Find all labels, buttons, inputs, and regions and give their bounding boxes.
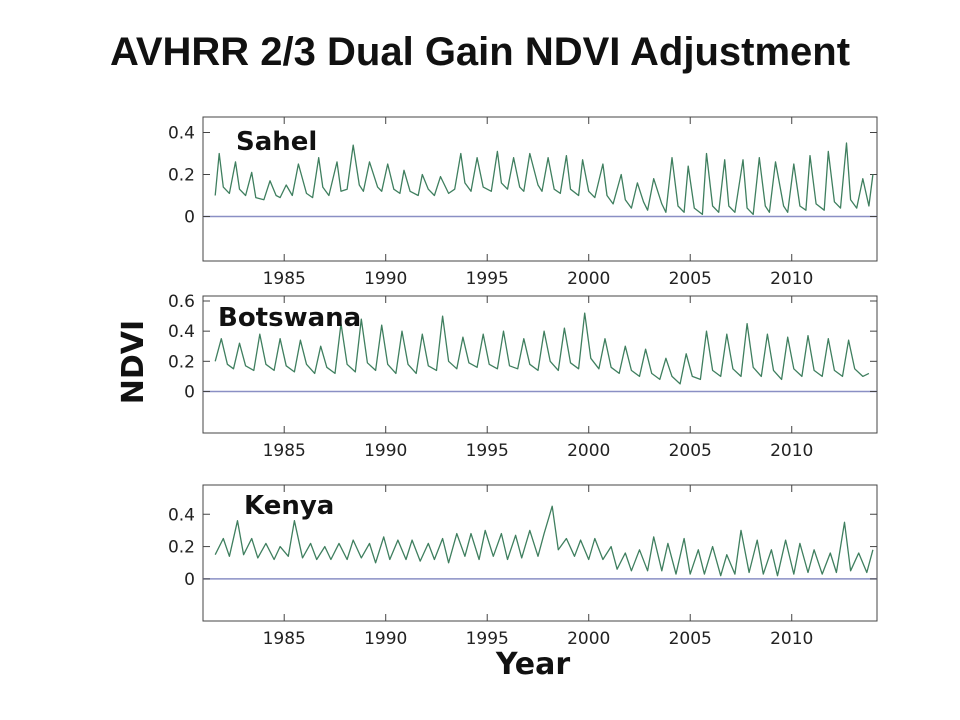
panel-3-series-line bbox=[214, 505, 874, 577]
panel-1-ytick-label: 0 bbox=[184, 208, 195, 228]
x-axis-title: Year bbox=[495, 647, 571, 682]
panel-3-ytick-label: 0.2 bbox=[168, 538, 195, 558]
panel-2-ytick-label: 0.6 bbox=[168, 292, 195, 312]
panel-2-series-line bbox=[214, 312, 870, 385]
panel-3-frame bbox=[202, 484, 878, 622]
panel-3-region-label: Kenya bbox=[244, 491, 334, 521]
panel-3-ytick-label: 0 bbox=[184, 570, 195, 590]
panel-3-xtick-label: 1985 bbox=[263, 629, 306, 649]
panel-1-xtick-label: 1995 bbox=[466, 269, 509, 289]
panel-1-frame bbox=[202, 116, 878, 262]
panel-2-xtick-label: 2010 bbox=[770, 441, 813, 461]
panel-2-region-label: Botswana bbox=[218, 303, 361, 333]
panel-3-xtick-label: 2010 bbox=[770, 629, 813, 649]
panel-3-xtick-label: 1990 bbox=[364, 629, 407, 649]
panel-1-xtick-label: 1985 bbox=[263, 269, 306, 289]
panel-1-region-label: Sahel bbox=[236, 127, 317, 157]
panel-2-xtick-label: 1995 bbox=[466, 441, 509, 461]
panel-1-xtick-label: 1990 bbox=[364, 269, 407, 289]
panel-1-ytick-label: 0.2 bbox=[168, 166, 195, 186]
panel-1-xtick-label: 2005 bbox=[669, 269, 712, 289]
slide-title: AVHRR 2/3 Dual Gain NDVI Adjustment bbox=[109, 30, 851, 74]
panel-1-xtick-label: 2010 bbox=[770, 269, 813, 289]
y-axis-title: NDVI bbox=[116, 320, 151, 404]
panel-3-xtick-label: 2000 bbox=[567, 629, 610, 649]
panel-3-xtick-label: 2005 bbox=[669, 629, 712, 649]
panel-3-xtick-label: 1995 bbox=[466, 629, 509, 649]
panel-2-xtick-label: 2000 bbox=[567, 441, 610, 461]
panel-1-ytick-label: 0.4 bbox=[168, 124, 195, 144]
panel-2-ytick-label: 0.2 bbox=[168, 352, 195, 372]
panel-2-xtick-label: 1985 bbox=[263, 441, 306, 461]
panel-1-xtick-label: 2000 bbox=[567, 269, 610, 289]
panel-2-ytick-label: 0.4 bbox=[168, 322, 195, 342]
panel-2-xtick-label: 2005 bbox=[669, 441, 712, 461]
panel-3-ytick-label: 0.4 bbox=[168, 505, 195, 525]
panel-2-xtick-label: 1990 bbox=[364, 441, 407, 461]
panel-1-series-line bbox=[214, 142, 874, 216]
panel-2-ytick-label: 0 bbox=[184, 382, 195, 402]
panel-2-frame bbox=[202, 295, 878, 434]
